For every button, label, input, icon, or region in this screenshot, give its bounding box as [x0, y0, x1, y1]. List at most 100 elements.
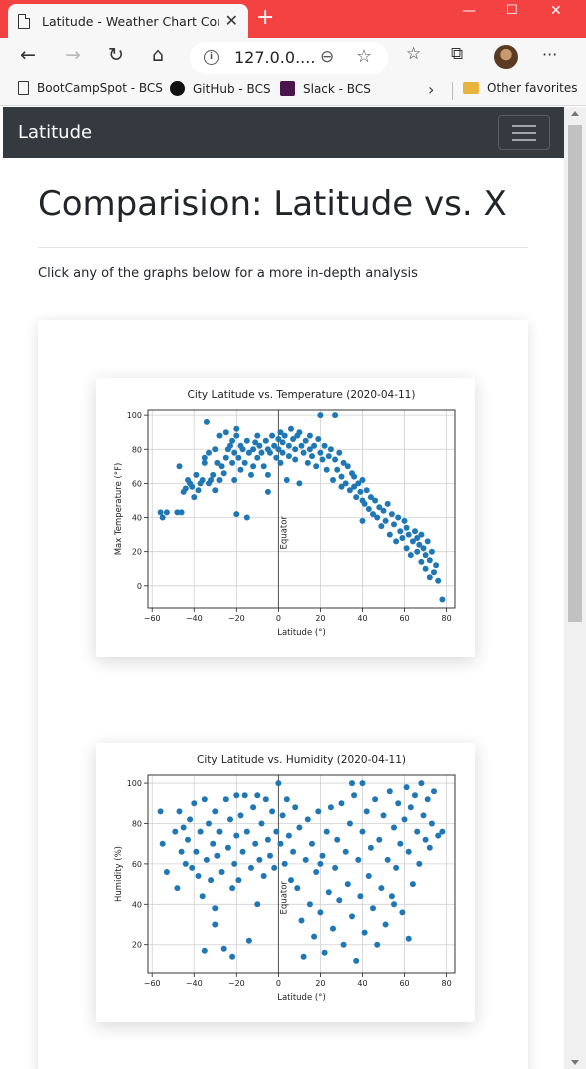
data-point [233, 425, 240, 432]
data-point [254, 454, 261, 461]
data-point [433, 562, 440, 569]
data-point [355, 856, 362, 863]
data-point [172, 828, 179, 835]
data-point [193, 848, 200, 855]
browser-titlebar: Latitude - Weather Chart Compa ✕ + — ☐ ✕ [0, 0, 586, 38]
data-point [407, 804, 414, 811]
data-point [176, 463, 183, 470]
data-point [264, 836, 271, 843]
scrollbar-thumb[interactable] [568, 125, 582, 622]
data-point [393, 538, 400, 545]
temperature-chart-card[interactable]: City Latitude vs. Temperature (2020-04-1… [96, 378, 475, 657]
scroll-up-icon[interactable] [571, 111, 579, 116]
data-point [395, 800, 402, 807]
address-text[interactable]: 127.0.0.... [234, 48, 316, 67]
data-point [214, 852, 221, 859]
collections-icon[interactable]: ⧉ [451, 44, 464, 64]
equator-label: Equator [279, 881, 289, 915]
data-point [382, 921, 389, 928]
data-point [338, 473, 345, 480]
data-point [163, 869, 170, 875]
data-point [163, 509, 170, 516]
forward-icon[interactable]: → [65, 44, 81, 66]
data-point [275, 446, 282, 453]
data-point [279, 812, 286, 819]
temperature-scatter-chart[interactable]: City Latitude vs. Temperature (2020-04-1… [96, 378, 475, 657]
data-point [311, 442, 318, 449]
data-point [222, 454, 229, 461]
data-point [342, 480, 349, 487]
data-point [233, 511, 240, 518]
data-point [359, 517, 366, 524]
close-window-icon[interactable]: ✕ [550, 3, 562, 19]
data-point [182, 860, 189, 867]
other-favorites[interactable]: Other favorites [463, 81, 578, 95]
data-point [212, 446, 219, 453]
data-point [349, 913, 355, 920]
more-options-icon[interactable]: ··· [542, 45, 558, 64]
favorite-star-icon[interactable]: ☆ [356, 46, 373, 67]
address-bar[interactable]: i 127.0.0.... ⊖ ☆ [190, 42, 388, 74]
x-tick-label: −60 [144, 614, 161, 623]
browser-tab[interactable]: Latitude - Weather Chart Compa ✕ [8, 4, 248, 38]
data-point [407, 552, 414, 559]
data-point [363, 487, 370, 494]
navbar-brand[interactable]: Latitude [18, 122, 93, 143]
data-point [405, 848, 412, 855]
home-icon[interactable]: ⌂ [152, 44, 165, 66]
navbar-toggler-button[interactable] [498, 115, 550, 150]
favorites-list-icon[interactable]: ☆ [406, 44, 422, 64]
data-point [336, 897, 343, 904]
data-point [357, 488, 364, 495]
humidity-chart-card[interactable]: City Latitude vs. Humidity (2020-04-11) E… [96, 743, 475, 1022]
favorite-slack[interactable]: Slack - BCS [280, 81, 371, 96]
data-point [258, 449, 265, 456]
scroll-down-icon[interactable] [571, 1060, 579, 1065]
data-point [285, 453, 292, 460]
data-point [346, 820, 353, 827]
data-point [206, 449, 212, 456]
data-point [290, 436, 297, 442]
y-tick-label: 0 [137, 582, 142, 591]
data-point [304, 459, 311, 466]
chevron-right-icon[interactable]: › [428, 80, 435, 99]
back-icon[interactable]: ← [20, 44, 36, 66]
data-point [248, 864, 254, 871]
charts-panel: City Latitude vs. Temperature (2020-04-1… [38, 320, 528, 1069]
zoom-icon[interactable]: ⊖ [320, 47, 335, 67]
data-point [298, 917, 305, 924]
close-tab-icon[interactable]: ✕ [224, 11, 238, 30]
data-point [321, 442, 328, 449]
data-point [317, 909, 324, 916]
folder-icon [463, 82, 479, 94]
refresh-icon[interactable]: ↻ [108, 44, 124, 66]
data-point [336, 449, 343, 456]
info-icon[interactable]: i [204, 50, 219, 65]
data-point [256, 442, 263, 449]
y-tick-label: 40 [132, 514, 142, 523]
x-tick-label: −40 [186, 979, 203, 988]
data-point [273, 828, 280, 835]
data-point [359, 780, 366, 787]
favorite-github[interactable]: GitHub - BCS [170, 81, 271, 96]
x-tick-label: 20 [315, 979, 325, 988]
data-point [243, 437, 250, 444]
data-point [420, 812, 427, 819]
profile-avatar[interactable] [494, 45, 518, 69]
maximize-icon[interactable]: ☐ [506, 3, 518, 18]
scrollbar[interactable] [564, 107, 586, 1069]
page-title: Comparision: Latitude vs. X [38, 184, 507, 224]
new-tab-icon[interactable]: + [256, 5, 275, 30]
data-point [264, 471, 271, 478]
data-point [351, 473, 358, 480]
humidity-scatter-chart[interactable]: City Latitude vs. Humidity (2020-04-11) E… [96, 743, 475, 1022]
data-point [296, 429, 303, 436]
data-point [206, 820, 212, 827]
data-point [210, 840, 217, 847]
data-point [195, 487, 202, 494]
minimize-icon[interactable]: — [462, 3, 476, 19]
data-point [203, 418, 210, 425]
data-point [233, 832, 240, 839]
favorite-bootcampspot[interactable]: BootCampSpot - BCS [18, 81, 163, 95]
data-point [256, 856, 263, 863]
